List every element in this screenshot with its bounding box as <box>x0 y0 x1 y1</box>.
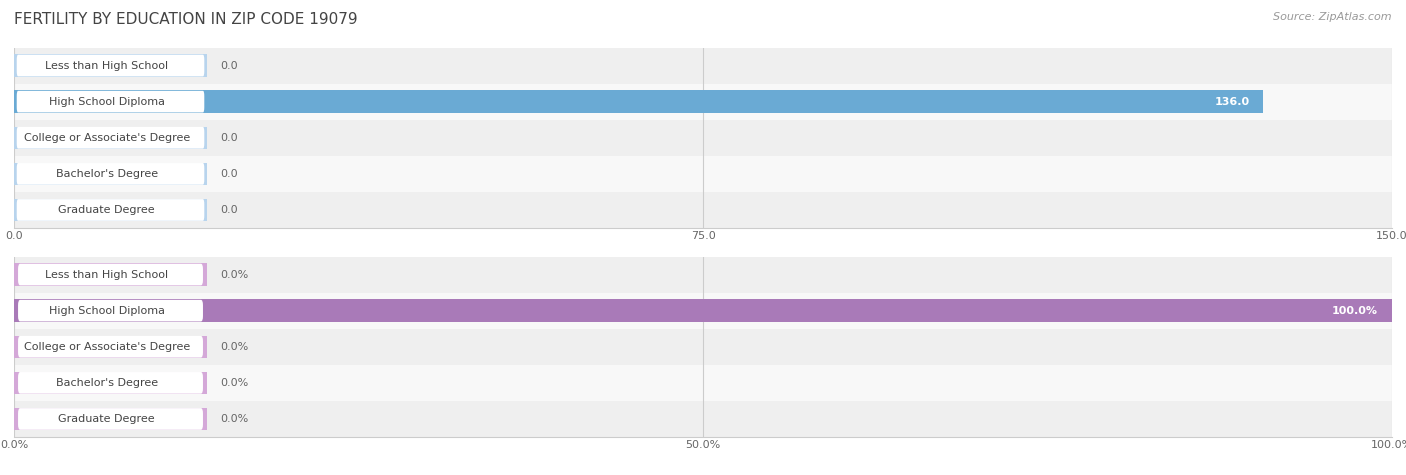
Bar <box>14 162 207 185</box>
Text: High School Diploma: High School Diploma <box>49 305 165 316</box>
Bar <box>14 408 207 430</box>
Bar <box>14 54 207 77</box>
Text: 0.0: 0.0 <box>221 133 239 143</box>
Text: 0.0: 0.0 <box>221 205 239 215</box>
Text: Bachelor's Degree: Bachelor's Degree <box>56 169 157 179</box>
FancyBboxPatch shape <box>17 163 204 185</box>
Bar <box>14 263 207 286</box>
FancyBboxPatch shape <box>18 408 202 430</box>
Text: 136.0: 136.0 <box>1215 96 1250 107</box>
Text: College or Associate's Degree: College or Associate's Degree <box>24 133 190 143</box>
Text: Source: ZipAtlas.com: Source: ZipAtlas.com <box>1274 12 1392 22</box>
Bar <box>14 371 207 394</box>
Bar <box>14 120 1392 156</box>
Bar <box>14 90 1264 113</box>
Text: Bachelor's Degree: Bachelor's Degree <box>56 378 157 388</box>
Text: Less than High School: Less than High School <box>45 60 169 71</box>
Bar <box>14 192 1392 228</box>
Text: 0.0%: 0.0% <box>221 269 249 280</box>
Text: 0.0%: 0.0% <box>221 342 249 352</box>
Text: 0.0%: 0.0% <box>221 378 249 388</box>
Bar <box>14 84 1392 120</box>
Text: Less than High School: Less than High School <box>45 269 169 280</box>
Bar <box>14 256 1392 293</box>
FancyBboxPatch shape <box>17 199 204 221</box>
Text: 0.0: 0.0 <box>221 169 239 179</box>
Text: College or Associate's Degree: College or Associate's Degree <box>24 342 190 352</box>
FancyBboxPatch shape <box>18 300 202 322</box>
Bar <box>14 329 1392 365</box>
Bar <box>14 293 1392 329</box>
Bar <box>14 365 1392 401</box>
Text: 100.0%: 100.0% <box>1331 305 1378 316</box>
Bar <box>14 335 207 358</box>
FancyBboxPatch shape <box>17 127 204 149</box>
Bar <box>14 48 1392 84</box>
FancyBboxPatch shape <box>18 264 202 285</box>
Bar <box>14 299 1392 322</box>
Bar <box>14 199 207 221</box>
Bar <box>14 401 1392 437</box>
Text: High School Diploma: High School Diploma <box>49 96 165 107</box>
Text: FERTILITY BY EDUCATION IN ZIP CODE 19079: FERTILITY BY EDUCATION IN ZIP CODE 19079 <box>14 12 357 27</box>
Text: 0.0: 0.0 <box>221 60 239 71</box>
Bar <box>14 156 1392 192</box>
Text: 0.0%: 0.0% <box>221 414 249 424</box>
Text: Graduate Degree: Graduate Degree <box>58 205 155 215</box>
FancyBboxPatch shape <box>18 336 202 358</box>
Text: Graduate Degree: Graduate Degree <box>58 414 155 424</box>
Bar <box>14 126 207 149</box>
FancyBboxPatch shape <box>18 372 202 394</box>
FancyBboxPatch shape <box>17 55 204 76</box>
FancyBboxPatch shape <box>17 91 204 113</box>
